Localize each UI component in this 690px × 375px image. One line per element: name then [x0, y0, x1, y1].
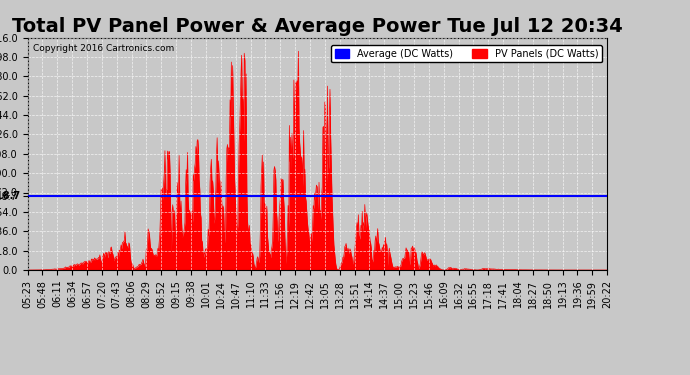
Legend: Average (DC Watts), PV Panels (DC Watts): Average (DC Watts), PV Panels (DC Watts) [331, 45, 602, 63]
Text: Copyright 2016 Cartronics.com: Copyright 2016 Cartronics.com [33, 45, 175, 54]
Title: Total PV Panel Power & Average Power Tue Jul 12 20:34: Total PV Panel Power & Average Power Tue… [12, 17, 623, 36]
Text: + 1218.7: + 1218.7 [0, 191, 20, 201]
